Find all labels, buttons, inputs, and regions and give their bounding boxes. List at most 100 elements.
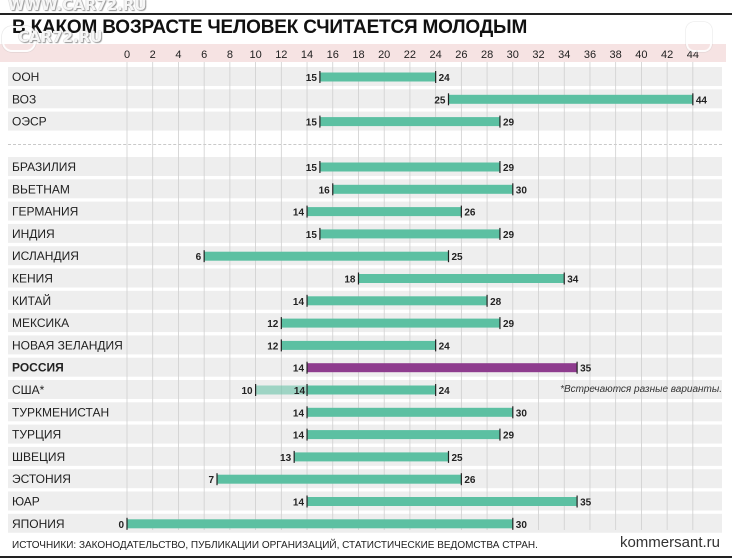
row-label: ЯПОНИЯ — [12, 517, 65, 531]
x-tick-label: 36 — [584, 49, 596, 61]
range-bar — [204, 251, 449, 261]
range-bar — [319, 162, 500, 172]
x-tick-label: 40 — [635, 49, 647, 61]
to-label: 24 — [439, 341, 451, 352]
to-label: 24 — [439, 386, 451, 397]
row-label: ЭСТОНИЯ — [12, 472, 71, 486]
from-label: 25 — [434, 95, 446, 106]
range-bar — [307, 296, 488, 306]
from-label: 16 — [319, 185, 331, 196]
row-label: ТУРЦИЯ — [12, 428, 61, 442]
x-tick-label: 20 — [378, 49, 390, 61]
from-label: 14 — [293, 408, 305, 419]
row-label: ИНДИЯ — [12, 227, 55, 241]
range-bar — [332, 184, 513, 194]
row-label: ОЭСР — [12, 115, 47, 129]
row-label: РОССИЯ — [12, 361, 64, 375]
to-label: 25 — [452, 453, 464, 464]
from-label: 14 — [293, 498, 305, 509]
title-rule — [0, 13, 732, 15]
x-tick-label: 26 — [455, 49, 467, 61]
to-label: 30 — [516, 185, 528, 196]
watermark-logo-icon — [686, 22, 712, 52]
from-label-alt: 10 — [241, 386, 253, 397]
range-bar — [307, 363, 578, 373]
to-label: 35 — [580, 364, 592, 375]
chart-title: В КАКОМ ВОЗРАСТЕ ЧЕЛОВЕК СЧИТАЕТСЯ МОЛОД… — [12, 17, 528, 38]
row-label: КЕНИЯ — [12, 272, 53, 286]
range-bar — [319, 72, 436, 82]
to-label: 25 — [452, 252, 464, 263]
range-bar — [448, 94, 693, 104]
row-label: НОВАЯ ЗЕЛАНДИЯ — [12, 338, 123, 352]
x-tick-label: 28 — [481, 49, 493, 61]
from-label: 15 — [306, 118, 318, 129]
to-label: 30 — [516, 520, 528, 531]
x-tick-label: 30 — [507, 49, 519, 61]
range-bar — [127, 519, 513, 529]
x-tick-label: 6 — [201, 49, 207, 61]
from-label: 14 — [293, 364, 305, 375]
x-tick-label: 32 — [532, 49, 544, 61]
x-tick-label: 24 — [430, 49, 442, 61]
range-bar — [358, 274, 565, 283]
from-label: 7 — [208, 475, 214, 486]
x-tick-label: 38 — [610, 49, 622, 61]
watermark-line-1: WWW.CAR72.RU — [8, 0, 147, 14]
from-label: 6 — [196, 252, 202, 263]
to-label: 29 — [503, 431, 515, 442]
range-bar — [307, 430, 500, 440]
from-label: 12 — [267, 319, 279, 330]
from-label: 14 — [293, 208, 305, 219]
x-tick-label: 4 — [175, 49, 181, 61]
row-label: МЕКСИКА — [12, 316, 69, 330]
site-credit: kommersant.ru — [619, 534, 720, 551]
to-label: 35 — [580, 498, 592, 509]
to-label: 34 — [567, 275, 579, 286]
from-label: 14 — [294, 386, 306, 397]
row-label: БРАЗИЛИЯ — [12, 160, 76, 174]
x-tick-label: 16 — [327, 49, 339, 61]
range-bar — [307, 407, 513, 417]
row-label: США* — [12, 383, 45, 397]
x-tick-label: 44 — [687, 49, 699, 61]
x-tick-label: 14 — [301, 49, 313, 61]
group-separator — [8, 144, 722, 145]
footnote: *Встречаются разные варианты. — [560, 384, 722, 395]
to-label: 26 — [464, 475, 476, 486]
bottom-rule — [0, 556, 732, 558]
range-bar — [319, 117, 500, 127]
to-label: 29 — [503, 163, 515, 174]
row-label: ГЕРМАНИЯ — [12, 205, 78, 219]
row-label: ООН — [12, 70, 39, 84]
x-tick-label: 34 — [558, 49, 570, 61]
from-label: 15 — [306, 230, 318, 241]
to-label: 26 — [464, 208, 476, 219]
range-bar — [281, 318, 500, 328]
range-bar — [281, 340, 436, 350]
range-bar-alt — [255, 385, 308, 395]
row-label: ИСЛАНДИЯ — [12, 249, 79, 263]
row-label: КИТАЙ — [12, 293, 51, 308]
from-label: 12 — [267, 341, 279, 352]
from-label: 15 — [306, 73, 318, 84]
to-label: 24 — [439, 73, 451, 84]
x-tick-label: 18 — [352, 49, 364, 61]
to-label: 29 — [503, 118, 515, 129]
range-bar — [307, 207, 462, 217]
x-tick-label: 2 — [150, 49, 156, 61]
axis-band — [0, 44, 726, 62]
to-label: 29 — [503, 230, 515, 241]
x-tick-label: 42 — [661, 49, 673, 61]
from-label: 14 — [293, 297, 305, 308]
sources-note: ИСТОЧНИКИ: ЗАКОНОДАТЕЛЬСТВО, ПУБЛИКАЦИИ … — [12, 540, 538, 551]
x-tick-label: 0 — [124, 49, 130, 61]
row-label: ТУРКМЕНИСТАН — [12, 405, 109, 419]
from-label: 0 — [118, 520, 124, 531]
from-label: 14 — [293, 431, 305, 442]
x-tick-label: 8 — [227, 49, 233, 61]
range-bar — [307, 497, 578, 506]
range-bar — [307, 385, 436, 395]
x-tick-label: 22 — [404, 49, 416, 61]
